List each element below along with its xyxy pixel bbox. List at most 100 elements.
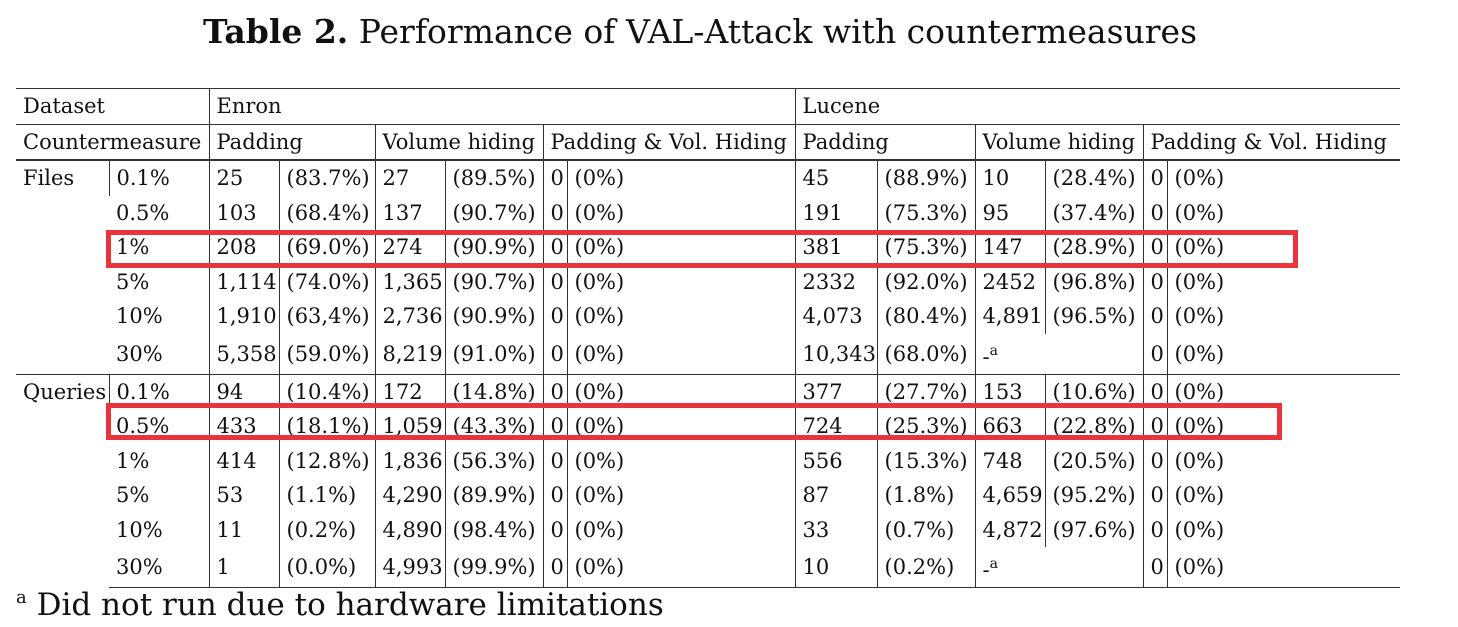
enron-volume-hiding-count: 1,059 xyxy=(374,409,445,444)
enron-padding-pct: (74.0%) xyxy=(278,264,375,299)
footnote-mark: a xyxy=(16,587,27,608)
table-row: 30% 5,358 (59.0%) 8,219 (91.0%) 0 (0%) 10,343 (6… xyxy=(16,333,1401,375)
enron-volume-hiding-pct: (43.3%) xyxy=(444,409,543,444)
lucene-padvol-count: 0 xyxy=(1142,478,1168,513)
countermeasure-level: 10% xyxy=(116,304,163,329)
enron-padding-count: 11 xyxy=(208,512,279,547)
lucene-padding-count: 724 xyxy=(794,409,878,444)
countermeasure-level: 0.1% xyxy=(108,159,209,196)
countermeasure-level: 10% xyxy=(116,517,163,542)
lucene-padding-count: 33 xyxy=(794,512,878,547)
lucene-padding-pct: (0.2%) xyxy=(876,547,976,588)
lucene-volume-hiding-count: 10 xyxy=(974,159,1046,196)
enron-padding-count: 25 xyxy=(208,159,279,196)
enron-padvol-pct: (0%) xyxy=(566,264,796,299)
enron-volume-hiding-count: 2,736 xyxy=(374,299,445,334)
enron-volume-hiding-pct: (90.7%) xyxy=(444,264,543,299)
lucene-volume-hiding-pct xyxy=(1045,334,1143,375)
lucene-volume-hiding-pct: (22.8%) xyxy=(1044,409,1144,444)
enron-padvol-count: 0 xyxy=(542,230,567,265)
lucene-padding-count: 2332 xyxy=(794,264,878,299)
lucene-volume-hiding-count: 95 xyxy=(974,195,1046,230)
lucene-padvol-pct: (0%) xyxy=(1166,159,1401,196)
table-row: 0.5% 433 (18.1%) 1,059 (43.3%) 0 (0%) 724 (25.3%… xyxy=(16,409,1401,444)
caption-label: Table 2. xyxy=(202,12,349,51)
table-footnote: a Did not run due to hardware limitation… xyxy=(16,578,664,625)
enron-padding-count: 1 xyxy=(208,547,279,588)
enron-volume-hiding-pct: (90.9%) xyxy=(444,230,543,265)
lucene-volume-hiding-pct: (97.6%) xyxy=(1044,512,1144,547)
lucene-padvol-pct: (0%) xyxy=(1166,478,1401,513)
enron-padding-pct: (0.0%) xyxy=(278,547,375,588)
table-caption: Table 2. Performance of VAL-Attack with … xyxy=(0,12,1400,52)
enron-padding-pct: (1.1%) xyxy=(278,478,375,513)
table-row: 1% 208 (69.0%) 274 (90.9%) 0 (0%) 381 (75.3%) 147… xyxy=(16,230,1401,265)
enron-padvol-pct: (0%) xyxy=(566,512,796,547)
header-row-countermeasures: Countermeasure Padding Volume hiding Pad… xyxy=(16,124,1401,161)
lucene-volume-hiding-count: 153 xyxy=(974,373,1046,409)
lucene-padding-pct: (1.8%) xyxy=(876,478,976,513)
enron-padding-pct: (83.7%) xyxy=(278,159,375,196)
lucene-volume-hiding-pct: (95.2%) xyxy=(1044,478,1144,513)
enron-padvol-pct: (0%) xyxy=(566,373,796,409)
lucene-padding-pct: (27.7%) xyxy=(876,373,976,409)
lucene-padding-pct: (80.4%) xyxy=(876,299,976,334)
lucene-volume-hiding-count: 748 xyxy=(974,443,1046,478)
enron-padvol-count: 0 xyxy=(542,299,567,334)
lucene-volume-hiding-pct: (96.5%) xyxy=(1044,299,1144,334)
lucene-padding-pct: (0.7%) xyxy=(876,512,976,547)
lucene-padding-count: 45 xyxy=(794,159,878,196)
lucene-volume-hiding-count: -a xyxy=(974,333,1046,374)
enron-padvol-count: 0 xyxy=(542,195,567,230)
countermeasure-level: 1% xyxy=(116,235,150,260)
lucene-padvol-count: 0 xyxy=(1142,333,1168,374)
enron-volume-hiding-pct: (98.4%) xyxy=(444,512,543,547)
enron-volume-hiding-header: Volume hiding xyxy=(374,124,543,161)
lucene-volume-hiding-count: 663 xyxy=(974,409,1046,444)
enron-padvol-pct: (0%) xyxy=(566,195,796,230)
lucene-padding-pct: (75.3%) xyxy=(876,230,976,265)
enron-padding-pct: (69.0%) xyxy=(278,230,375,265)
group-label: Files xyxy=(16,159,109,374)
lucene-padding-pct: (75.3%) xyxy=(876,195,976,230)
countermeasure-level: 0.5% xyxy=(116,200,170,225)
enron-padvol-pct: (0%) xyxy=(566,230,796,265)
lucene-padvol-pct: (0%) xyxy=(1166,373,1401,409)
lucene-volume-hiding-pct: (28.9%) xyxy=(1044,230,1144,265)
cell-value: - xyxy=(982,344,990,369)
lucene-padding-pct: (15.3%) xyxy=(876,443,976,478)
enron-volume-hiding-pct: (91.0%) xyxy=(444,333,543,374)
lucene-padvol-count: 0 xyxy=(1142,195,1168,230)
enron-padvol-count: 0 xyxy=(542,478,567,513)
footnote-text: Did not run due to hardware limitations xyxy=(36,587,664,623)
lucene-padvol-count: 0 xyxy=(1142,230,1168,265)
header-row-datasets: Dataset Enron Lucene xyxy=(16,88,1401,125)
lucene-padvol-count: 0 xyxy=(1142,373,1168,409)
enron-padvol-pct: (0%) xyxy=(566,333,796,374)
countermeasure-level: 0.1% xyxy=(108,373,209,409)
lucene-padding-count: 10,343 xyxy=(794,333,878,374)
lucene-padding-pct: (88.9%) xyxy=(876,159,976,196)
footnote-ref: a xyxy=(989,556,998,572)
lucene-volume-hiding-header: Volume hiding xyxy=(974,124,1144,161)
enron-volume-hiding-count: 1,365 xyxy=(374,264,445,299)
dataset-enron-header: Enron xyxy=(208,88,796,125)
lucene-padding-vol-hiding-header: Padding & Vol. Hiding xyxy=(1142,124,1401,161)
lucene-padvol-pct: (0%) xyxy=(1166,264,1401,299)
lucene-padding-pct: (25.3%) xyxy=(876,409,976,444)
enron-padvol-count: 0 xyxy=(542,373,567,409)
countermeasure-level: 30% xyxy=(109,547,209,588)
enron-padding-count: 53 xyxy=(208,478,279,513)
enron-padvol-pct: (0%) xyxy=(566,443,796,478)
enron-padding-count: 208 xyxy=(208,230,279,265)
table-row: 5% 53 (1.1%) 4,290 (89.9%) 0 (0%) 87 (1.8%) 4,659… xyxy=(16,478,1401,513)
lucene-padvol-count: 0 xyxy=(1142,512,1168,547)
group-label: Queries xyxy=(16,373,109,588)
enron-padding-count: 103 xyxy=(208,195,279,230)
lucene-volume-hiding-pct xyxy=(1045,547,1144,588)
lucene-padding-header: Padding xyxy=(794,124,976,161)
results-table: Dataset Enron Lucene Countermeasure Padd… xyxy=(16,88,1401,588)
cell-value: - xyxy=(982,558,990,582)
enron-volume-hiding-pct: (89.5%) xyxy=(444,159,543,196)
enron-padding-count: 433 xyxy=(208,409,279,444)
